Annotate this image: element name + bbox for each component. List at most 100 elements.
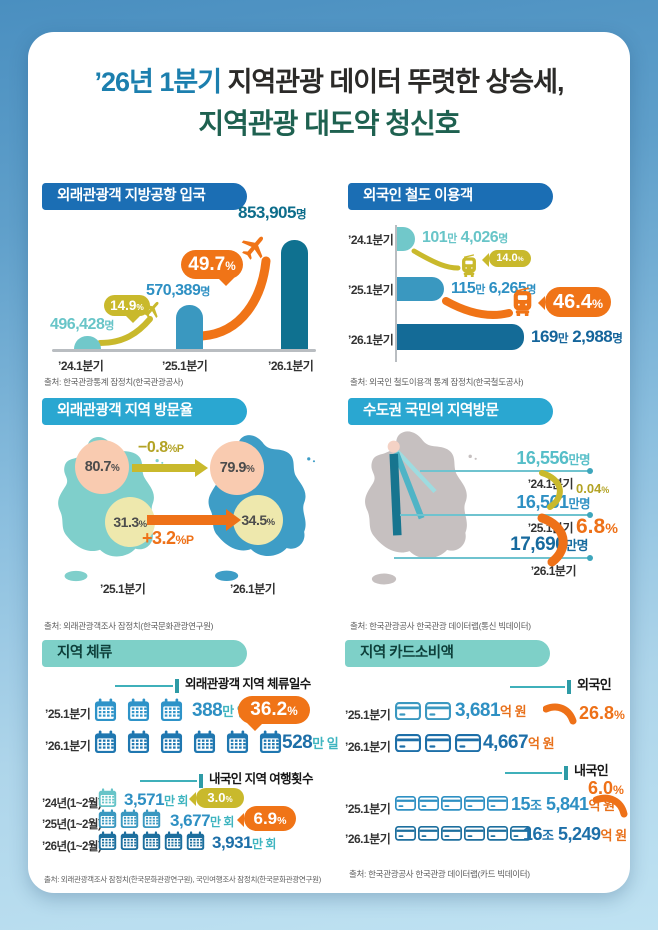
period-2026: ’26.1분기 <box>530 564 577 578</box>
sub-tick <box>564 766 568 780</box>
row-label: ’25년(1~2월) <box>42 819 102 831</box>
sub-tick <box>175 679 179 693</box>
period-label-2025: ’25.1분기 <box>100 582 146 596</box>
calendar-icons <box>98 788 117 808</box>
axis-line <box>395 225 397 362</box>
x-label-2025: ’25.1분기 <box>162 359 208 373</box>
change-label-metro: −0.8%P <box>138 439 184 456</box>
calendar-icons <box>94 730 282 754</box>
content-card: ’26년 1분기 지역관광 데이터 뚜렷한 상승세, 지역관광 대도약 청신호 … <box>28 32 631 893</box>
metro-rate-2026: 79.9% <box>210 441 264 495</box>
train-icon <box>511 287 534 316</box>
card-icons <box>395 826 531 841</box>
row-value: 15조 5,841억 원 <box>511 794 615 814</box>
row-label: ’25.1분기 <box>345 802 391 816</box>
seoul-dot <box>387 440 400 453</box>
bar-2025 <box>176 305 203 349</box>
sub-rule <box>140 780 197 782</box>
row-label-2025: ’25.1분기 <box>348 283 394 297</box>
sub-tick <box>567 680 571 694</box>
panel-metro-visits: 수도권 국민의 지역방문 16,556만명 16,561만명 17,690만명 … <box>348 398 636 634</box>
panel-header: 수도권 국민의 지역방문 <box>348 398 553 425</box>
change-arrow-metro <box>132 459 208 477</box>
source-note: 출처: 한국관광공사 한국관광 데이터랩(통신 빅데이터) <box>350 621 531 631</box>
panel-header: 지역 카드소비액 <box>345 640 550 667</box>
row-label: ’26.1분기 <box>45 739 91 753</box>
subsection-domestic-trips: 내국인 지역 여행횟수 <box>209 772 313 786</box>
growth-bubble-36-2: 36.2% <box>238 696 310 731</box>
source-note: 출처: 외국인 철도이용객 통계 잠정치(한국철도공사) <box>350 377 524 387</box>
panel-regional-stay: 지역 체류 외래관광객 지역 체류일수 ’25.1분기 388만 일 36.2%… <box>42 640 339 888</box>
row-label: ’24년(1~2월) <box>42 798 102 810</box>
growth-bubble-14-0: 14.0% <box>482 250 531 267</box>
calendar-icons <box>98 831 205 851</box>
sub-rule <box>505 772 562 774</box>
source-note: 출처: 한국관광공사 한국관광 데이터랩(카드 빅데이터) <box>349 869 530 879</box>
row-value: 3,677만 회 <box>170 811 234 830</box>
calendar-icons <box>98 809 161 829</box>
value-2026: 853,905명 <box>238 203 307 222</box>
page-title: ’26년 1분기 지역관광 데이터 뚜렷한 상승세, <box>94 67 564 97</box>
panel-header: 지역 체류 <box>42 640 247 667</box>
title-highlight: ’26년 1분기 <box>94 67 222 97</box>
subsection-foreign-stay: 외래관광객 지역 체류일수 <box>185 677 311 691</box>
card-icons <box>395 796 508 811</box>
bar-2025 <box>397 277 444 301</box>
row-label: ’25.1분기 <box>45 707 91 721</box>
row-value: 3,931만 회 <box>212 833 276 852</box>
value-2024: 496,428명 <box>50 316 114 333</box>
growth-label-6-8: 6.8% <box>576 515 618 538</box>
growth-bubble-46-4: 46.4% <box>538 287 611 317</box>
panel-header: 외국인 철도 이용객 <box>348 183 553 210</box>
bar-2026 <box>397 324 524 350</box>
value-2025: 570,389명 <box>146 282 210 299</box>
sub-rule <box>115 685 173 687</box>
change-arrow-local <box>147 509 241 531</box>
row-value: 3,681억 원 <box>455 700 527 721</box>
period-label-2026: ’26.1분기 <box>230 582 276 596</box>
value-2024: 101만 4,026명 <box>422 229 508 246</box>
panel-card-spending: 지역 카드소비액 외국인 ’25.1분기 3,681억 원 26.8% ’26.… <box>345 640 638 888</box>
panel-header: 외래관광객 지역 방문율 <box>42 398 247 425</box>
period-2024: ’24.1분기 <box>527 477 574 491</box>
row-label: ’26년(1~2월) <box>42 841 102 853</box>
growth-bubble-6-9: 6.9% <box>237 806 296 831</box>
source-note: 출처: 외래관광객조사 잠정치(한국문화관광연구원) <box>44 621 214 631</box>
sub-rule <box>510 686 565 688</box>
value-2026: 17,690만명 <box>510 534 588 555</box>
period-2025: ’25.1분기 <box>527 521 574 535</box>
x-label-2024: ’24.1분기 <box>58 359 104 373</box>
card-icons <box>395 702 451 721</box>
korea-map-gray <box>352 426 484 596</box>
row-value: 16조 5,249억 원 <box>523 824 627 844</box>
growth-bubble-14-9: 14.9% <box>104 295 150 323</box>
bar-2024 <box>74 336 101 349</box>
row-label: ’25.1분기 <box>345 708 391 722</box>
tram-icon <box>460 254 478 277</box>
source-note: 출처: 한국관광통계 잠정치(한국관광공사) <box>44 377 184 387</box>
row-label-2024: ’24.1분기 <box>348 233 394 247</box>
value-2025: 16,561만명 <box>516 492 590 512</box>
subsection-foreigner: 외국인 <box>577 677 612 692</box>
bar-2024 <box>397 227 415 251</box>
card-icons <box>395 734 481 753</box>
panel-header: 외래관광객 지방공항 입국 <box>42 183 247 210</box>
value-2024: 16,556만명 <box>516 448 590 468</box>
metro-rate-2025: 80.7% <box>75 440 129 494</box>
growth-label-6-0: 6.0% <box>588 778 624 798</box>
source-note: 출처: 외래관광객조사 잠정치(한국문화관광연구원), 국민여행조사 잠정치(한… <box>44 875 321 884</box>
growth-bubble-49-7: 49.7% <box>181 250 243 286</box>
row-label: ’26.1분기 <box>345 740 391 754</box>
panel-visit-rate: 외래관광객 지역 방문율 80.7% 31.3% 79.9% 34.5% −0.… <box>42 398 328 634</box>
row-label: ’26.1분기 <box>345 832 391 846</box>
growth-arrow <box>543 703 579 727</box>
bar-2026 <box>281 240 308 349</box>
local-rate-2025: 31.3% <box>105 497 155 547</box>
leader-line-2025 <box>400 512 593 518</box>
leader-line-2024 <box>420 468 593 474</box>
subsection-domestic: 내국인 <box>574 763 609 778</box>
row-label-2026: ’26.1분기 <box>348 333 394 347</box>
change-label-local: +3.2%P <box>142 528 194 548</box>
baseline <box>52 349 316 352</box>
